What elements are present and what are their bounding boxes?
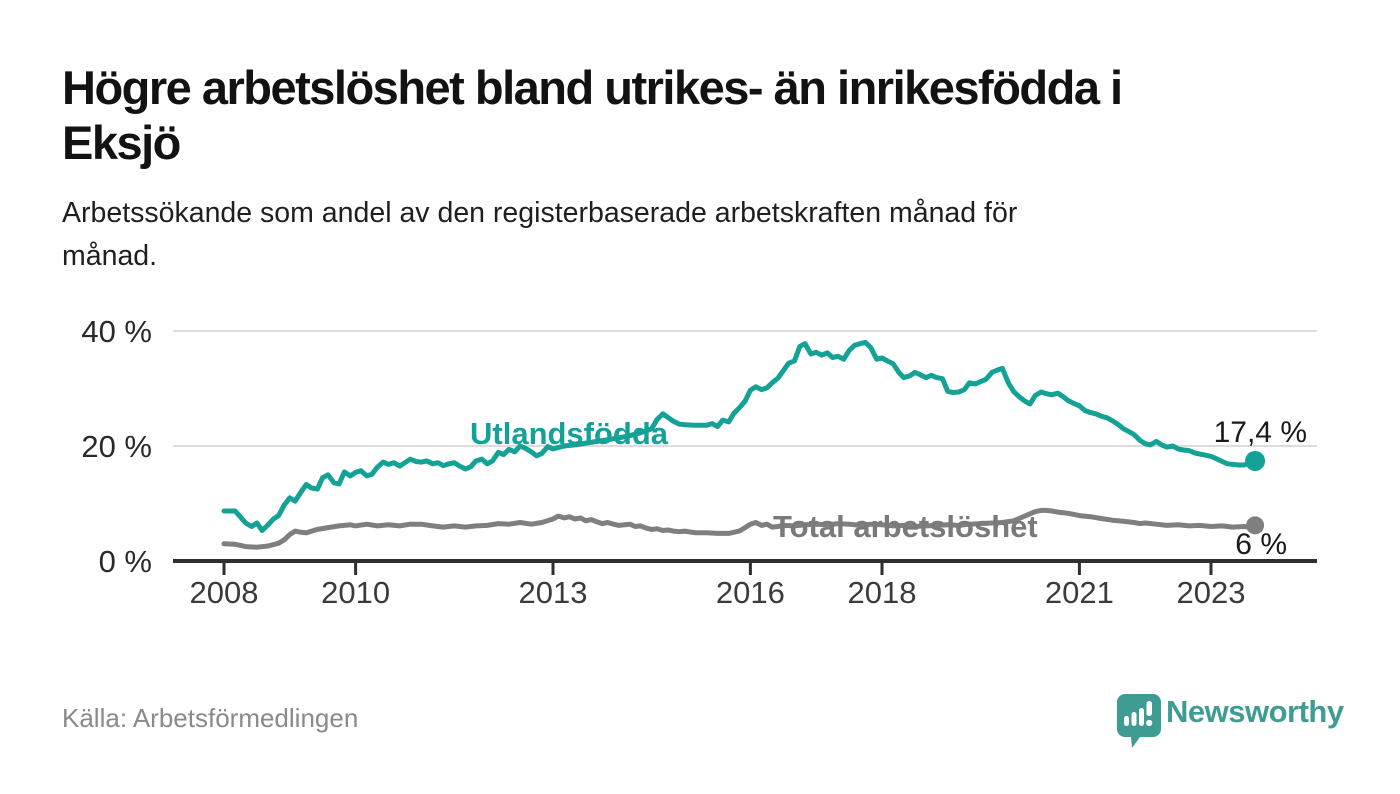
x-tick-label: 2008 — [190, 575, 259, 610]
series-lines — [221, 340, 1258, 550]
x-axis: 2008 2010 2013 2016 2018 2021 2023 — [173, 559, 1317, 610]
subtitle-line-1: Arbetssökande som andel av den registerb… — [62, 197, 1018, 229]
series-end-dot — [1246, 516, 1265, 535]
page-title: Högre arbetslöshet bland utrikes- än inr… — [62, 60, 1352, 171]
y-tick-label: 20 % — [81, 429, 152, 464]
source-note: Källa: Arbetsförmedlingen — [62, 703, 359, 733]
x-tick-label: 2010 — [321, 575, 390, 610]
series-line-total — [221, 507, 1258, 550]
series-labels: Utlandsfödda Total arbetslöshet — [470, 416, 1038, 544]
series-end-dots — [1245, 450, 1266, 535]
x-tick-label: 2013 — [519, 575, 588, 610]
x-tick-label: 2016 — [716, 575, 785, 610]
series-label: Utlandsfödda — [470, 416, 669, 451]
end-value-labels: 17,4 % 6 % — [1214, 416, 1307, 561]
y-tick-label: 40 % — [81, 314, 152, 349]
x-tick-label: 2023 — [1177, 575, 1246, 610]
y-axis-labels: 0 % 20 % 40 % — [81, 314, 152, 579]
x-tick-label: 2021 — [1045, 575, 1114, 610]
gridlines — [173, 330, 1317, 447]
end-value-label: 6 % — [1235, 528, 1287, 561]
newsworthy-logo — [1117, 694, 1161, 748]
series-label: Total arbetslöshet — [773, 509, 1038, 544]
y-tick-label: 0 % — [99, 544, 152, 579]
subtitle-line-2: månad. — [62, 239, 158, 272]
series-line-utlandsfodda — [221, 340, 1258, 533]
chart-subtitle: Arbetssökande som andel av den registerb… — [62, 192, 1312, 278]
series-end-dot — [1245, 450, 1266, 471]
brand-name: Newsworthy — [1166, 694, 1344, 729]
title-line-2: Eksjö — [62, 116, 181, 170]
end-value-label: 17,4 % — [1214, 416, 1307, 449]
x-tick-label: 2018 — [848, 575, 917, 610]
speech-bubble-bar-chart-icon — [1117, 694, 1161, 748]
title-line-1: Högre arbetslöshet bland utrikes- än inr… — [62, 61, 1123, 114]
